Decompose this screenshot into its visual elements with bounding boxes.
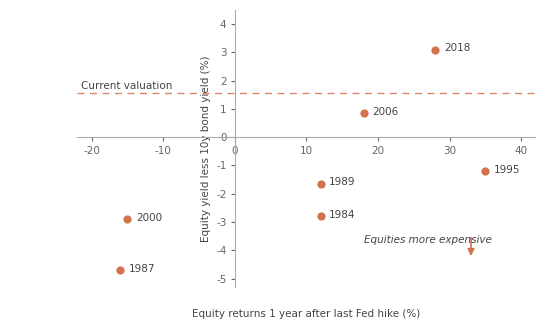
Point [359, 111, 368, 116]
Text: Current valuation: Current valuation [81, 81, 172, 90]
Text: 1987: 1987 [129, 264, 155, 274]
Text: 2006: 2006 [372, 107, 399, 117]
Point [316, 214, 325, 219]
Text: Equities more expensive: Equities more expensive [364, 235, 491, 245]
Text: 1989: 1989 [329, 178, 356, 187]
Text: 2000: 2000 [136, 213, 162, 223]
Text: 1995: 1995 [494, 165, 521, 175]
Text: 1984: 1984 [329, 210, 356, 220]
Text: Equities more expensive: Equities more expensive [364, 235, 491, 245]
Text: 2018: 2018 [444, 43, 470, 53]
Point [431, 47, 439, 52]
Point [316, 181, 325, 186]
Point [116, 268, 125, 273]
Point [123, 216, 132, 222]
Y-axis label: Equity yield less 10y bond yield (%): Equity yield less 10y bond yield (%) [200, 55, 210, 242]
Point [481, 169, 490, 174]
X-axis label: Equity returns 1 year after last Fed hike (%): Equity returns 1 year after last Fed hik… [192, 309, 421, 319]
